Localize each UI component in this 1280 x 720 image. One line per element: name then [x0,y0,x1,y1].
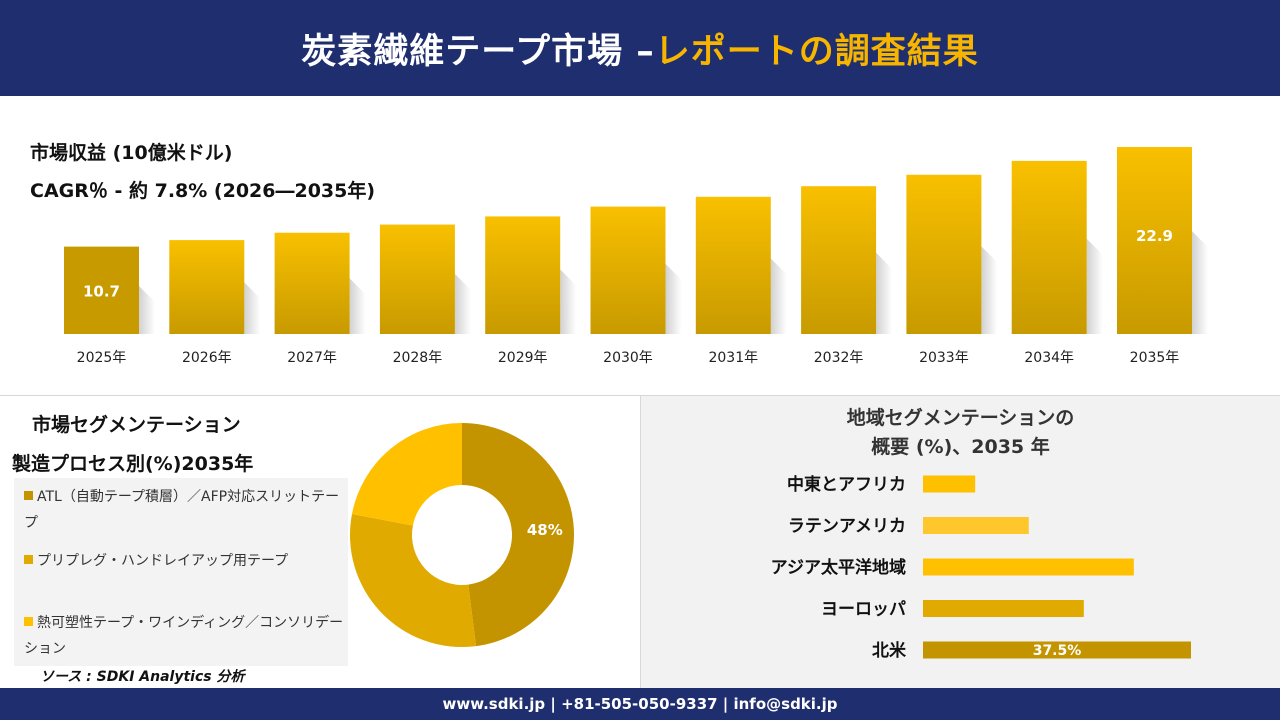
region-bar [923,558,1134,576]
region-category-label: アジア太平洋地域 [771,557,906,578]
revenue-bar [485,216,561,334]
x-tick-label: 2030年 [603,350,653,366]
x-tick-label: 2029年 [498,350,548,366]
revenue-bar [906,174,982,334]
bar-data-label: 10.7 [83,282,120,300]
revenue-bar-chart: 10.7 22.9 2025年 2026年 2027年 2028年 2029年 2030年 2… [64,147,1208,366]
x-tick-label: 2026年 [182,350,232,366]
x-tick-label: 2034年 [1024,350,1074,366]
segment-title: 市場セグメンテーション [32,414,241,436]
page-title: 炭素繊維テープ市場 – レポートの調査結果 [0,0,1280,96]
cagr-label: CAGR％ - 約 7.8% (2026―2035年) [30,180,376,202]
region-title-line1: 地域セグメンテーションの [846,407,1075,429]
footer-bar: www.sdki.jp | +81-505-050-9337 | info@sd… [0,688,1280,720]
revenue-bar [274,232,350,334]
section-divider [0,395,1280,396]
footer-contact: www.sdki.jp | +81-505-050-9337 | info@sd… [442,695,838,713]
region-bar [923,475,976,493]
title-main: 炭素繊維テープ市場 – [301,31,655,72]
legend-item-thermoplastic: 熱可塑性テープ・ワインディング／コンソリデーション [24,610,344,662]
x-tick-label: 2035年 [1130,350,1180,366]
bar-shadow [876,252,893,334]
revenue-bar [64,246,139,334]
x-tick-label: 2031年 [708,350,758,366]
bar-shadow [244,282,261,334]
segment-subtitle: 製造プロセス別(%)2035年 [12,453,254,475]
region-category-label: 北米 [872,640,907,661]
legend-label: 熱可塑性テープ・ワインディング／コンソリデーション [24,615,344,657]
bar-shadow [454,273,471,334]
bar-shadow [981,246,998,334]
region-category-label: ラテンアメリカ [788,517,906,537]
panel-divider [640,396,641,688]
donut-legend: ATL（自動テープ積層）／AFP対応スリットテープ プリプレグ・ハンドレイアップ… [14,478,348,666]
region-panel [641,396,1280,688]
process-donut-chart: 48% [349,423,575,647]
donut-slice [349,514,477,647]
header-bar [0,0,1280,96]
x-tick-label: 2025年 [77,350,127,366]
donut-slice [351,423,462,526]
legend-label: ATL（自動テープ積層）／AFP対応スリットテープ [24,489,340,531]
donut-slice [462,423,575,647]
bar-shadow [349,278,366,334]
x-tick-label: 2032年 [814,350,864,366]
revenue-bar [169,240,245,334]
legend-swatch [24,491,33,500]
region-bar [923,517,1029,534]
bar-shadow [139,285,155,334]
title-highlight: レポートの調査結果 [654,31,979,72]
region-title-line2: 概要 (%)、2035 年 [871,436,1050,458]
region-bar [923,641,1191,659]
revenue-bar [695,196,771,334]
legend-item-atl: ATL（自動テープ積層）／AFP対応スリットテープ [24,484,344,536]
region-data-label: 37.5% [1033,643,1082,659]
bar-shadow [560,269,577,334]
bar-shadow [770,258,787,334]
revenue-bar [801,186,877,334]
bar-shadow [665,263,682,334]
revenue-bar [590,206,666,334]
donut-data-label: 48% [527,521,563,539]
bar-shadow [1086,238,1103,334]
x-tick-label: 2027年 [287,350,337,366]
x-tick-label: 2033年 [919,350,969,366]
legend-swatch [24,617,33,626]
revenue-label: 市場収益 (10億米ドル) [30,142,233,164]
legend-swatch [24,555,33,564]
bar-shadow [1192,231,1208,334]
source-note: ソース : SDKI Analytics 分析 [40,669,245,685]
region-category-label: ヨーロッパ [821,600,906,620]
region-title: 地域セグメンテーションの 概要 (%)、2035 年 [641,404,1280,462]
revenue-bar [1011,160,1087,334]
x-tick-label: 2028年 [393,350,443,366]
bar-data-label: 22.9 [1136,227,1173,245]
region-bar [923,600,1084,617]
legend-label: プリプレグ・ハンドレイアップ用テープ [37,553,289,569]
revenue-bar [1117,147,1192,334]
region-category-label: 中東とアフリカ [787,474,906,495]
revenue-bar [379,224,455,334]
legend-item-prepreg: プリプレグ・ハンドレイアップ用テープ [24,548,344,574]
